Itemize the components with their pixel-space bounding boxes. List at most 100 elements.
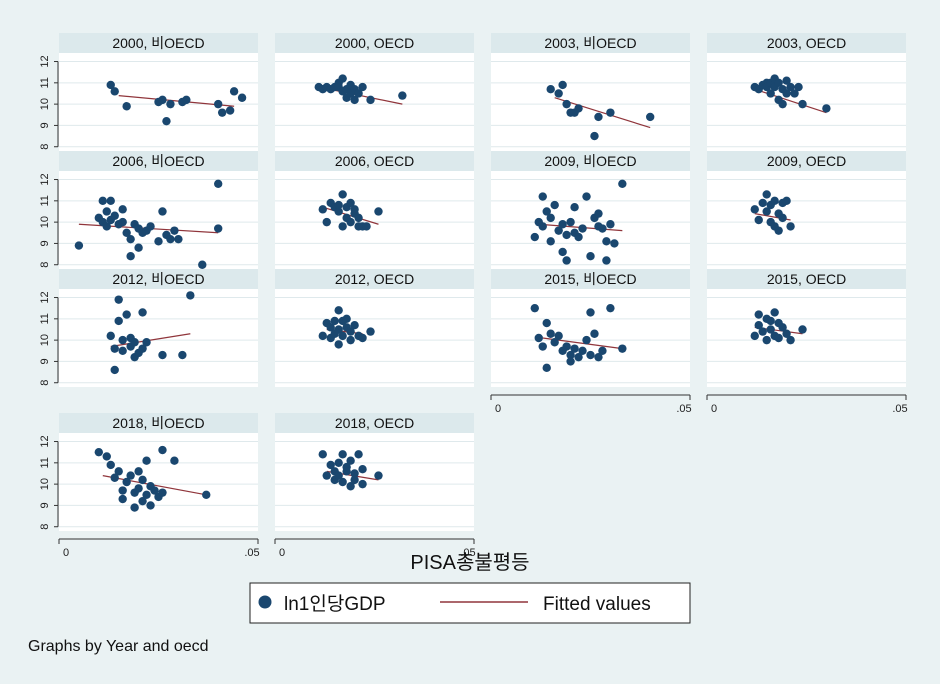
data-point [158, 350, 167, 360]
data-point [102, 452, 111, 461]
data-point [546, 329, 555, 338]
panel-title: 2003, 비OECD [544, 35, 636, 51]
data-point [318, 450, 327, 459]
x-tick-label: .05 [244, 547, 259, 559]
data-point [754, 215, 763, 225]
data-point [170, 456, 179, 465]
plot-area [491, 53, 690, 151]
data-point [774, 226, 783, 235]
data-point [358, 479, 367, 489]
data-point [758, 327, 767, 336]
data-point [114, 316, 123, 326]
data-point [110, 211, 119, 220]
y-tick-label: 8 [39, 144, 51, 150]
data-point [586, 308, 595, 317]
panel-strip [707, 33, 906, 53]
data-point [570, 344, 579, 353]
data-point [158, 445, 167, 455]
data-point [326, 460, 335, 470]
y-tick-label: 10 [39, 334, 51, 346]
data-point [186, 291, 195, 300]
data-point [594, 209, 603, 218]
data-point [358, 82, 367, 92]
panel-5: 2006, 비OECD 8 9 10 11 12 [39, 151, 258, 269]
data-point [170, 226, 179, 235]
data-point [338, 331, 347, 341]
data-point [138, 308, 147, 317]
data-point [762, 190, 771, 199]
panel-strip [275, 269, 474, 289]
y-tick-label: 8 [39, 380, 51, 386]
data-point [782, 89, 791, 98]
data-point [110, 473, 119, 482]
data-point [118, 217, 127, 227]
data-point [530, 232, 539, 242]
data-point [590, 131, 599, 141]
data-point [782, 329, 791, 338]
data-point [338, 222, 347, 231]
data-point [554, 89, 563, 98]
data-point [542, 318, 551, 328]
data-point [594, 112, 603, 122]
y-tick-label: 12 [39, 173, 51, 185]
data-point [618, 179, 627, 188]
data-point [782, 196, 791, 206]
y-tick-label: 12 [39, 55, 51, 67]
data-point [334, 340, 343, 349]
panel-strip [707, 269, 906, 289]
data-point [130, 338, 139, 347]
data-point [606, 303, 615, 313]
plot-area [59, 433, 258, 531]
y-tick-label: 10 [39, 216, 51, 228]
data-point [750, 205, 759, 214]
data-point [346, 456, 355, 465]
plot-area [707, 171, 906, 269]
data-point [166, 234, 175, 244]
data-point [398, 91, 407, 100]
data-point [362, 222, 371, 231]
y-tick-label: 8 [39, 524, 51, 530]
panel-title: 2009, 비OECD [544, 153, 636, 169]
data-point [558, 247, 567, 257]
data-point [178, 350, 187, 360]
panel-strip [275, 33, 474, 53]
panel-strip [491, 269, 690, 289]
data-point [546, 237, 555, 246]
data-point [758, 198, 767, 208]
data-point [106, 331, 115, 341]
data-point [110, 365, 119, 375]
data-point [778, 323, 787, 332]
data-point [334, 325, 343, 334]
data-point [350, 469, 359, 478]
data-point [550, 200, 559, 210]
panel-strip [59, 269, 258, 289]
x-axis-title: PISA총불평등 [410, 551, 529, 574]
x-tick-label: 0 [63, 547, 69, 559]
data-point [138, 344, 147, 353]
panel-strip [275, 151, 474, 171]
data-point [578, 224, 587, 233]
data-point [102, 207, 111, 216]
panel-10: 2012, OECD [275, 269, 474, 387]
data-point [574, 104, 583, 113]
data-point [374, 207, 383, 216]
data-point [138, 496, 147, 506]
plot-area [59, 171, 258, 269]
y-tick-label: 9 [39, 240, 51, 246]
data-point [118, 346, 127, 355]
data-point [342, 314, 351, 324]
data-point [606, 108, 615, 117]
data-point [334, 458, 343, 468]
plot-area [707, 53, 906, 151]
data-point [350, 95, 359, 105]
legend-box [249, 582, 691, 624]
data-point [562, 342, 571, 351]
data-point [106, 80, 115, 90]
panel-3: 2003, 비OECD [491, 33, 690, 151]
data-point [754, 321, 763, 330]
data-point [134, 243, 143, 252]
x-tick-label: .05 [676, 403, 691, 415]
panel-title: 2006, OECD [335, 153, 414, 169]
panel-strip [275, 413, 474, 433]
panel-strip [491, 151, 690, 171]
